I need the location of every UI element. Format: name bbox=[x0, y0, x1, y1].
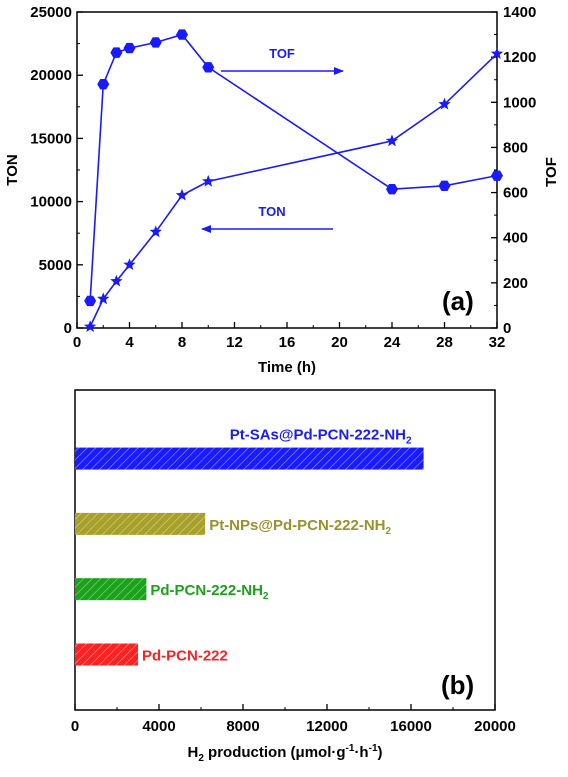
bar-label-subscript: 2 bbox=[406, 436, 412, 447]
bar-pt-sas-pd-pcn-222-nh bbox=[75, 447, 424, 470]
panel-a-label: (a) bbox=[442, 286, 474, 316]
tof-data-point bbox=[149, 37, 162, 48]
bar-pd-pcn-222 bbox=[75, 643, 138, 666]
panel-a-x-tick-label: 4 bbox=[125, 334, 134, 351]
panel-a-x-tick-label: 32 bbox=[489, 334, 506, 351]
panel-a-y-tick-label: 25000 bbox=[30, 4, 72, 21]
ton-data-point bbox=[149, 225, 162, 238]
panel-a-y2-tick-label: 200 bbox=[503, 275, 528, 292]
panel-a-y-ticks: 0 5000 10000 15000 20000 25000 bbox=[30, 4, 83, 337]
ton-data-point bbox=[175, 188, 189, 201]
ton-data-point bbox=[490, 47, 504, 59]
panel-a-x-tick-label: 8 bbox=[178, 334, 186, 351]
panel-a-y2-tick-label: 0 bbox=[503, 320, 511, 337]
panel-a-y-tick-label: 15000 bbox=[30, 130, 72, 147]
ton-data-point bbox=[438, 97, 451, 110]
bar-label: Pd-PCN-222-NH2 bbox=[150, 582, 269, 602]
panel-a-y-tick-label: 10000 bbox=[30, 194, 72, 211]
bar-label: Pt-SAs@Pd-PCN-222-NH2 bbox=[230, 427, 412, 447]
panel-b-label: (b) bbox=[441, 670, 474, 700]
ton-data-point bbox=[385, 134, 399, 147]
ton-data-point bbox=[97, 292, 110, 305]
bar-label-name: Pt-NPs@Pd-PCN-222-NH bbox=[209, 517, 385, 534]
panel-a-line-chart: 0 4 8 12 16 20 24 28 32 050001000015000200002500… bbox=[4, 4, 560, 376]
panel-a-x-tick-label: 16 bbox=[279, 334, 296, 351]
bar-label: Pd-PCN-222 bbox=[142, 647, 228, 664]
panel-b-x-tick-label: 8000 bbox=[226, 718, 259, 735]
panel-b-x-ticks: 0 4000 8000 12000 16000 20000 bbox=[71, 704, 516, 735]
panel-b-x-tick-label: 12000 bbox=[306, 718, 348, 735]
panel-b-bars: Pd-PCN-222Pd-PCN-222-NH2Pt-NPs@Pd-PCN-22… bbox=[75, 427, 424, 666]
tof-data-point bbox=[97, 79, 110, 90]
bar-label-name: Pd-PCN-222-NH bbox=[150, 582, 263, 599]
panel-a-y2-tick-label: 600 bbox=[503, 185, 528, 202]
panel-a-x-tick-label: 0 bbox=[73, 334, 81, 351]
panel-a-y2-tick-label: 1000 bbox=[503, 94, 536, 111]
panel-a-y2-tick-label: 1200 bbox=[503, 49, 536, 66]
panel-a-x-tick-label: 20 bbox=[331, 334, 348, 351]
panel-b-x-axis-label: H2 production (μmol·g-1·h-1) bbox=[187, 743, 382, 764]
panel-a-x-ticks: 0 4 8 12 16 20 24 28 32 bbox=[73, 322, 506, 351]
tof-data-point bbox=[386, 183, 398, 195]
tof-series-line bbox=[89, 33, 498, 301]
panel-a-y2-tick-label: 1400 bbox=[503, 4, 536, 21]
panel-a-y-tick-label: 0 bbox=[64, 320, 72, 337]
panel-a-y-tick-label: 20000 bbox=[30, 67, 72, 84]
tof-data-point bbox=[438, 180, 451, 191]
panel-a-x-tick-label: 24 bbox=[384, 334, 401, 351]
xlabel-sup-h: -1 bbox=[369, 743, 378, 754]
bar-label-subscript: 2 bbox=[386, 526, 392, 537]
panel-a-y-axis-label: TON bbox=[4, 154, 21, 185]
panel-a-y2-axis-label: TOF bbox=[543, 157, 560, 187]
bar-pt-nps-pd-pcn-222-nh bbox=[75, 512, 206, 535]
tof-data-point bbox=[202, 62, 215, 73]
bar-pd-pcn-222-nh bbox=[75, 578, 147, 601]
bar-label: Pt-NPs@Pd-PCN-222-NH2 bbox=[209, 517, 391, 537]
panel-a-y2-ticks: 0 200 400 600 800 1000 1200 1400 bbox=[491, 4, 536, 337]
ton-annotation-label: TON bbox=[258, 204, 285, 219]
panel-a-x-tick-label: 12 bbox=[226, 334, 243, 351]
bar-label-subscript: 2 bbox=[263, 591, 269, 602]
ton-data-point bbox=[110, 274, 123, 287]
panel-b-x-tick-label: 4000 bbox=[142, 718, 175, 735]
xlabel-h-unit: ·h bbox=[354, 744, 368, 761]
ton-data-point bbox=[202, 174, 215, 187]
panel-a-y2-tick-label: 800 bbox=[503, 139, 528, 156]
tof-data-point bbox=[110, 47, 123, 58]
panel-a-x-tick-label: 28 bbox=[436, 334, 453, 351]
panel-a-y-tick-label: 5000 bbox=[39, 257, 72, 274]
xlabel-sub-2: 2 bbox=[198, 753, 204, 764]
tof-annotation-label: TOF bbox=[269, 46, 295, 61]
xlabel-h: H bbox=[187, 744, 198, 761]
bar-label-name: Pd-PCN-222 bbox=[142, 647, 228, 664]
tof-data-point bbox=[123, 42, 136, 54]
ton-series-line bbox=[89, 53, 498, 328]
tof-data-point bbox=[176, 29, 188, 40]
panel-b-x-tick-label: 16000 bbox=[390, 718, 432, 735]
panel-b-x-tick-label: 0 bbox=[71, 718, 79, 735]
panel-b-x-tick-label: 20000 bbox=[474, 718, 516, 735]
ton-data-point bbox=[83, 320, 97, 332]
panel-a-series bbox=[83, 29, 504, 332]
panel-b-bar-chart: 0 4000 8000 12000 16000 20000 Pd-PCN-222 Pd-PC… bbox=[71, 389, 516, 764]
xlabel-sup-g: -1 bbox=[346, 743, 355, 754]
panel-a-x-axis-label: Time (h) bbox=[258, 359, 316, 376]
tof-data-point bbox=[84, 295, 97, 307]
tof-data-point bbox=[491, 170, 503, 181]
xlabel-production: production (μmol·g bbox=[204, 744, 346, 761]
panel-a-y2-tick-label: 400 bbox=[503, 230, 528, 247]
ton-data-point bbox=[123, 258, 136, 271]
bar-label-name: Pt-SAs@Pd-PCN-222-NH bbox=[230, 427, 406, 444]
xlabel-close: ) bbox=[378, 744, 383, 761]
